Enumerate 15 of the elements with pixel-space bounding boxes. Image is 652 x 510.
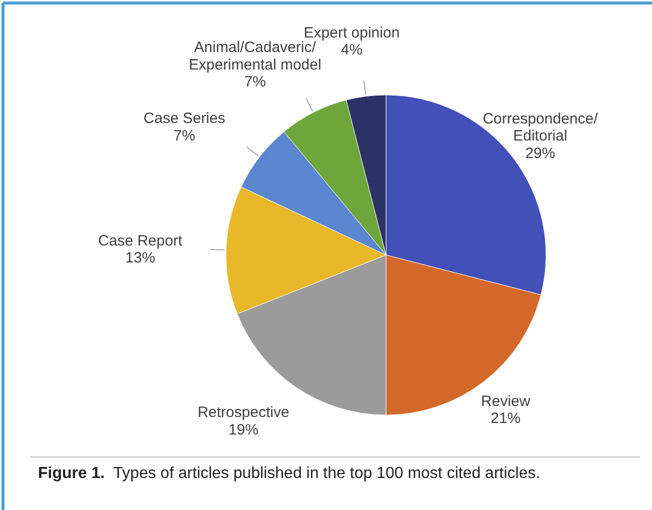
data-label: 4% — [340, 42, 363, 59]
slice-label: Correspondence/Editorial — [482, 110, 599, 145]
data-label: 7% — [174, 127, 196, 144]
slice-label: Expert opinion — [304, 24, 400, 42]
data-label: 13% — [125, 250, 156, 267]
slice-label: Case Series — [144, 110, 226, 128]
data-label: 29% — [525, 144, 556, 162]
data-label: 19% — [228, 421, 258, 438]
caption: Figure 1. Types of articles published in the top 100 most cited articles. — [38, 465, 540, 482]
slice-label: Review — [481, 392, 530, 410]
slice-label: Animal/Cadaveric/Experimental model — [188, 39, 322, 74]
data-label: 21% — [490, 410, 521, 428]
slice-label: Case Report — [98, 232, 184, 250]
data-label: 7% — [244, 74, 266, 91]
slice-label: Retrospective — [198, 404, 290, 422]
